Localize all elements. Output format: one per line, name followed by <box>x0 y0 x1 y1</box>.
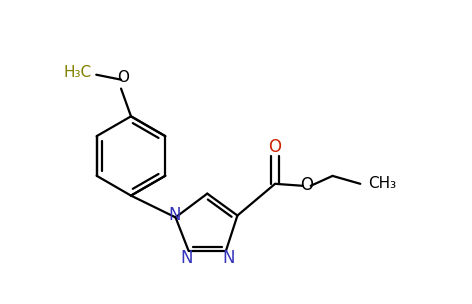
Text: O: O <box>300 176 313 194</box>
Text: N: N <box>169 206 181 224</box>
Text: O: O <box>269 138 282 156</box>
Text: H₃C: H₃C <box>63 65 92 80</box>
Text: N: N <box>223 249 235 267</box>
Text: CH₃: CH₃ <box>368 176 396 191</box>
Text: N: N <box>180 249 193 267</box>
Text: O: O <box>117 70 129 85</box>
